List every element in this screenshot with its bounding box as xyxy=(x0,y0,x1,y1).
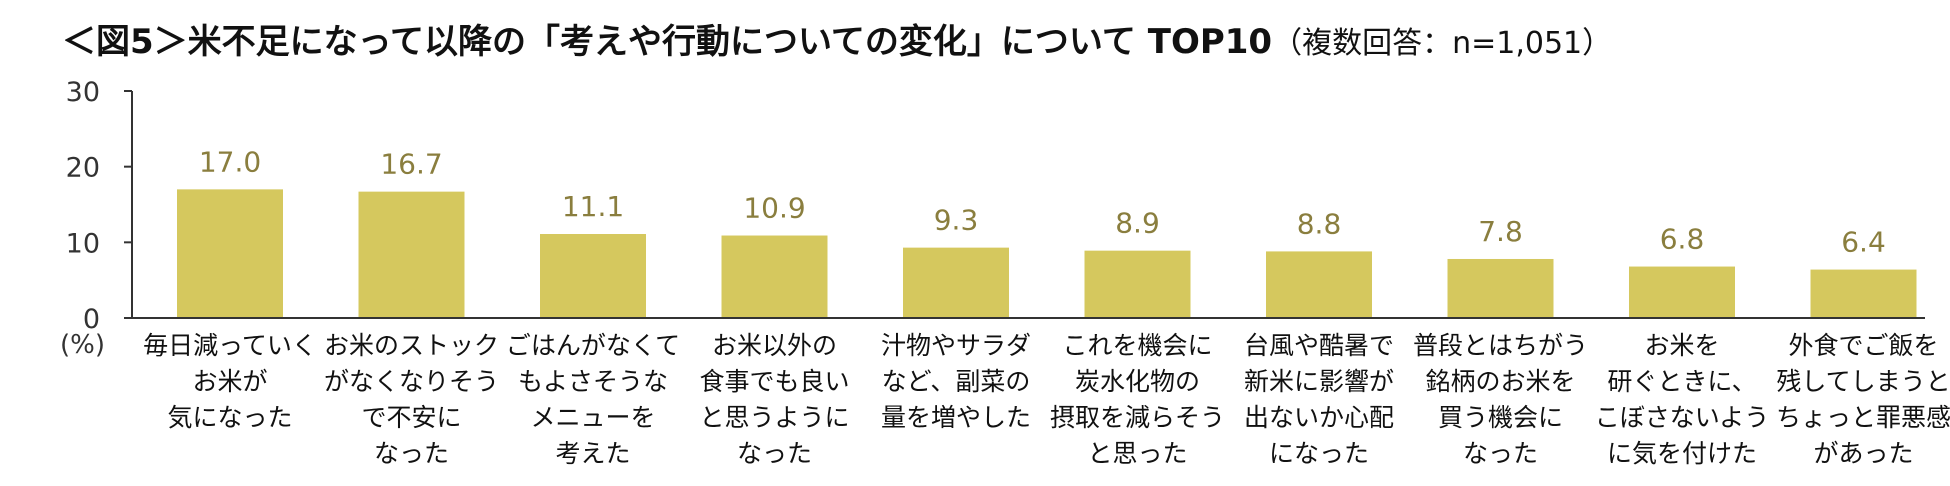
x-category-label: ごはんがなくて もよさそうな メニューを 考えた xyxy=(505,331,681,468)
data-label: 11.1 xyxy=(562,190,624,223)
data-label: 10.9 xyxy=(743,192,805,225)
x-category-label: 普段とはちがう 銘柄のお米を 買う機会に なった xyxy=(1412,331,1588,468)
data-label: 7.8 xyxy=(1478,215,1523,248)
y-tick-label: 10 xyxy=(66,228,100,259)
x-category-label: 外食でご飯を 残してしまうと ちょっと罪悪感 があった xyxy=(1775,331,1950,468)
data-label: 6.8 xyxy=(1660,223,1705,256)
bar xyxy=(721,235,828,318)
bar xyxy=(1629,266,1735,318)
bar xyxy=(358,191,465,318)
chart-title-main: ＜図5＞米不足になって以降の「考えや行動についての変化」について TOP10 xyxy=(62,22,1273,62)
data-label: 6.4 xyxy=(1841,226,1886,259)
y-tick-label: 0 xyxy=(83,304,100,335)
bar xyxy=(540,234,646,318)
bar xyxy=(1266,251,1372,318)
data-label: 8.9 xyxy=(1115,207,1160,240)
bar xyxy=(903,247,1009,318)
bar xyxy=(177,189,283,318)
data-label: 8.8 xyxy=(1297,207,1342,240)
y-tick-label: 30 xyxy=(66,77,100,108)
bar xyxy=(1084,250,1191,318)
chart-title: ＜図5＞米不足になって以降の「考えや行動についての変化」について TOP10（複… xyxy=(62,14,1612,63)
data-label: 17.0 xyxy=(199,145,261,178)
y-axis-unit-label: (%) xyxy=(60,330,105,360)
x-category-label: 毎日減っていく お米が 気になった xyxy=(143,331,317,432)
x-category-label: お米のストック がなくなりそう で不安に なった xyxy=(323,331,499,468)
x-category-label: 汁物やサラダ など、副菜の 量を増やした xyxy=(880,331,1031,432)
x-category-label: これを機会に 炭水化物の 摂取を減らそう と思った xyxy=(1049,331,1225,468)
x-category-label: 台風や酷暑で 新米に影響が 出ないか心配 になった xyxy=(1243,331,1394,468)
x-category-label: お米を 研ぐときに、 こぼさないよう に気を付けた xyxy=(1594,331,1770,468)
bar xyxy=(1810,269,1917,318)
data-label: 16.7 xyxy=(380,148,442,181)
chart-subtitle: （複数回答：n=1,051） xyxy=(1272,26,1613,61)
y-tick-label: 20 xyxy=(66,153,100,184)
x-category-label: お米以外の 食事でも良い と思うように なった xyxy=(699,331,850,468)
data-label: 9.3 xyxy=(934,204,979,237)
bar xyxy=(1447,258,1554,318)
